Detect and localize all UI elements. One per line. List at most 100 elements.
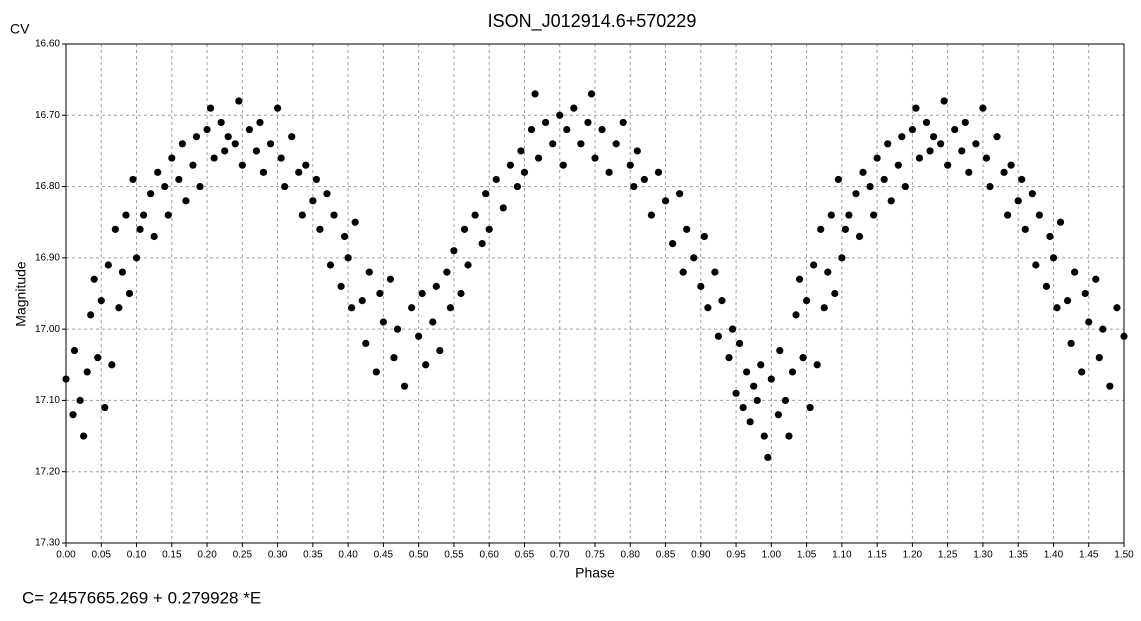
data-point	[982, 154, 991, 162]
data-point	[785, 432, 793, 440]
data-point	[630, 182, 638, 191]
x-tick-label: 1.20	[903, 550, 923, 561]
data-point	[1021, 225, 1029, 233]
data-point	[527, 125, 536, 134]
data-point	[69, 411, 77, 419]
data-point	[605, 168, 613, 176]
data-point	[584, 118, 592, 127]
data-point	[83, 368, 91, 376]
data-point	[908, 125, 917, 134]
data-point	[757, 361, 765, 369]
data-point	[776, 346, 784, 355]
data-point	[520, 168, 529, 176]
data-point	[1053, 304, 1061, 312]
data-point	[813, 361, 821, 369]
data-point	[231, 140, 239, 148]
y-tick-label: 16.70	[35, 110, 60, 121]
data-point	[224, 133, 232, 141]
data-point	[429, 318, 437, 326]
data-point	[245, 125, 253, 134]
x-tick-label: 0.10	[127, 550, 147, 561]
data-point	[852, 190, 860, 198]
data-point	[531, 90, 539, 98]
data-point	[901, 182, 909, 191]
data-point	[1046, 232, 1054, 241]
data-point	[365, 268, 373, 276]
data-point	[164, 211, 172, 219]
data-point	[196, 182, 204, 191]
data-point	[344, 254, 352, 262]
y-tick-label: 16.80	[35, 181, 60, 192]
data-point	[206, 104, 215, 112]
data-point	[266, 140, 275, 148]
x-tick-label: 1.10	[832, 550, 852, 561]
data-point	[312, 175, 320, 184]
data-point	[390, 354, 398, 362]
x-tick-label: 0.85	[656, 550, 676, 561]
data-point	[175, 175, 183, 184]
data-point	[415, 332, 423, 340]
data-point	[728, 325, 737, 333]
x-tick-label: 0.45	[374, 550, 394, 561]
data-point	[866, 182, 874, 191]
data-point	[915, 154, 924, 162]
data-point	[753, 396, 761, 405]
x-tick-label: 1.25	[938, 550, 958, 561]
data-point	[961, 118, 969, 127]
data-point	[549, 140, 557, 148]
data-point	[792, 311, 800, 319]
data-point	[556, 111, 564, 119]
data-point	[1071, 268, 1079, 276]
data-point	[676, 190, 684, 198]
data-point	[1004, 211, 1012, 219]
data-point	[259, 168, 268, 176]
data-point	[1032, 261, 1040, 269]
x-tick-label: 0.50	[409, 550, 429, 561]
data-point	[478, 240, 486, 248]
x-tick-label: 0.15	[162, 550, 182, 561]
data-point	[534, 154, 543, 162]
data-point	[376, 289, 384, 298]
data-point	[436, 346, 444, 355]
data-point	[210, 154, 218, 162]
data-point	[894, 161, 902, 169]
data-point	[362, 339, 370, 347]
data-point	[1081, 289, 1089, 298]
x-tick-label: 0.05	[92, 550, 112, 561]
data-point	[859, 168, 867, 176]
data-point	[168, 154, 176, 162]
data-point	[256, 118, 264, 127]
data-point	[101, 403, 109, 412]
data-point	[418, 289, 426, 298]
data-point	[929, 133, 938, 141]
data-point	[1035, 211, 1043, 219]
data-point	[760, 432, 768, 440]
x-tick-label: 1.15	[867, 550, 887, 561]
data-point	[884, 140, 892, 148]
data-point	[298, 211, 306, 219]
y-tick-label: 17.00	[35, 324, 60, 335]
x-tick-label: 0.95	[726, 550, 746, 561]
data-point	[725, 354, 733, 362]
data-point	[619, 118, 627, 127]
data-point	[203, 125, 211, 134]
data-point	[1056, 218, 1065, 226]
data-point	[559, 161, 567, 169]
x-tick-label: 0.30	[268, 550, 288, 561]
data-point	[750, 382, 758, 390]
data-point	[80, 432, 88, 440]
data-point	[661, 197, 670, 205]
data-point	[598, 125, 606, 134]
data-point	[386, 275, 395, 283]
x-tick-label: 1.05	[797, 550, 817, 561]
data-point	[460, 225, 469, 233]
data-point	[810, 261, 818, 269]
data-point	[136, 225, 144, 233]
chart-title: ISON_J012914.6+570229	[488, 11, 697, 32]
x-tick-label: 0.20	[197, 550, 217, 561]
data-point	[612, 140, 620, 148]
x-tick-label: 0.80	[621, 550, 641, 561]
y-tick-label: 16.60	[35, 39, 60, 50]
